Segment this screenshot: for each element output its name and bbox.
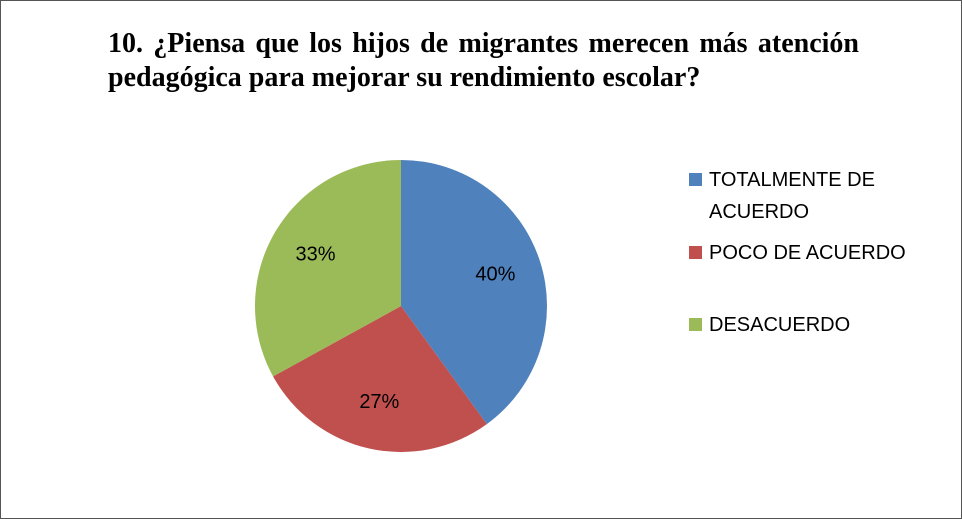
- legend-swatch: [689, 318, 702, 331]
- legend-item: TOTALMENTE DE ACUERDO: [689, 164, 929, 228]
- pie-slice: [273, 306, 487, 452]
- legend-swatch: [689, 173, 702, 186]
- legend-label: DESACUERDO: [709, 314, 851, 336]
- legend-label: TOTALMENTE DE ACUERDO: [709, 169, 875, 223]
- data-label: 27%: [359, 391, 399, 413]
- legend-item: POCO DE ACUERDO: [689, 237, 929, 269]
- legend-swatch: [689, 246, 702, 259]
- data-label: 40%: [475, 264, 515, 286]
- legend-label: POCO DE ACUERDO: [709, 242, 906, 264]
- pie-slice: [255, 160, 401, 377]
- pie-slice: [401, 160, 547, 425]
- chart-title: 10. ¿Piensa que los hijos de migrantes m…: [108, 28, 859, 93]
- legend-item: DESACUERDO: [689, 309, 929, 341]
- data-label: 33%: [296, 244, 336, 266]
